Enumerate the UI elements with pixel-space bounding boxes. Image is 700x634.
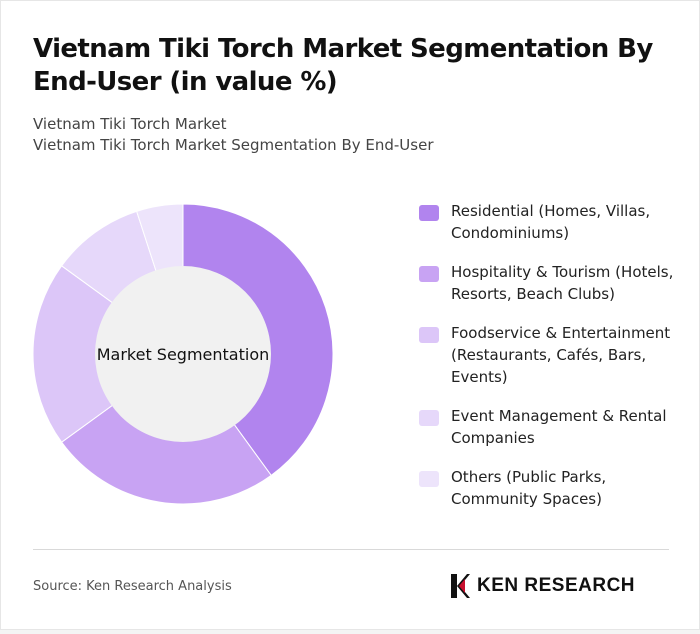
legend-item-5: Others (Public Parks, Community Spaces) [419,466,679,510]
legend-label: Others (Public Parks, Community Spaces) [451,468,607,508]
source-note: Source: Ken Research Analysis [33,579,232,594]
donut-chart: Market Segmentation [33,204,333,504]
legend-swatch [419,205,439,221]
donut-hole [95,266,271,442]
footer-divider [33,549,669,550]
chart-legend: Residential (Homes, Villas, Condominiums… [419,200,679,527]
legend-item-4: Event Management & Rental Companies [419,405,679,449]
logo-mark-icon [449,572,471,600]
donut-center-label: Market Segmentation [97,345,270,364]
legend-label: Foodservice & Entertainment (Restaurants… [451,324,671,386]
legend-item-2: Hospitality & Tourism (Hotels, Resorts, … [419,261,679,305]
legend-label: Event Management & Rental Companies [451,407,667,447]
legend-item-1: Residential (Homes, Villas, Condominiums… [419,200,679,244]
ken-research-logo: KEN RESEARCH [449,571,635,601]
legend-label: Residential (Homes, Villas, Condominiums… [451,202,651,242]
legend-swatch [419,471,439,487]
logo-text: KEN RESEARCH [477,575,636,596]
legend-swatch [419,327,439,343]
chart-subtitle-segmentation: Vietnam Tiki Torch Market Segmentation B… [33,136,434,154]
chart-subtitle-market: Vietnam Tiki Torch Market [33,115,227,133]
legend-swatch [419,410,439,426]
legend-item-3: Foodservice & Entertainment (Restaurants… [419,322,679,388]
chart-title: Vietnam Tiki Torch Market Segmentation B… [33,34,653,97]
legend-label: Hospitality & Tourism (Hotels, Resorts, … [451,263,674,303]
legend-swatch [419,266,439,282]
